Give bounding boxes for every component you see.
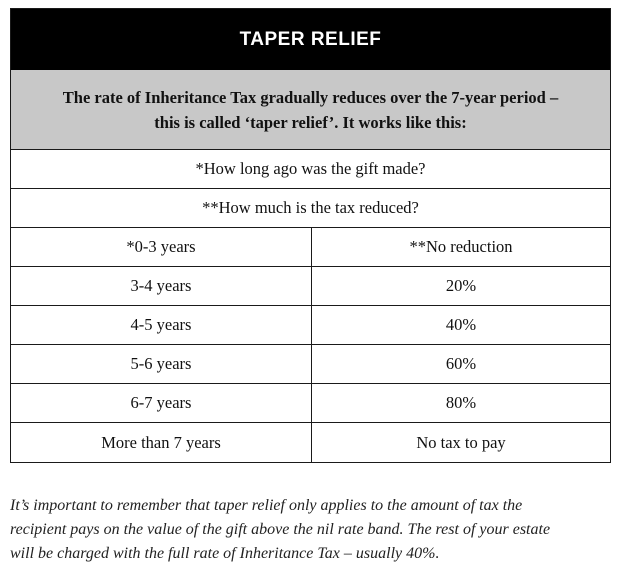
footnote-line: will be charged with the full rate of In… <box>10 545 440 562</box>
table-row: 3-4 years 20% <box>11 267 610 306</box>
reduction-cell: 80% <box>445 393 477 412</box>
intro-line: this is called ‘taper relief’. It works … <box>154 112 467 132</box>
intro-line: The rate of Inheritance Tax gradually re… <box>62 87 559 107</box>
reduction-cell: 20% <box>445 276 477 295</box>
reduction-cell: **No reduction <box>409 237 513 256</box>
period-cell: More than 7 years <box>11 423 312 462</box>
reduction-cell: 60% <box>445 354 477 373</box>
table-intro: The rate of Inheritance Tax gradually re… <box>11 70 610 150</box>
period-cell: 5-6 years <box>11 345 312 383</box>
table-row: 5-6 years 60% <box>11 345 610 384</box>
table-row: More than 7 years No tax to pay <box>11 423 610 462</box>
reduction-cell: 40% <box>445 315 477 334</box>
footnote-line: It’s important to remember that taper re… <box>10 497 523 514</box>
question-row-tax-reduction: **How much is the tax reduced? <box>11 189 610 228</box>
footnote-paragraph: It’s important to remember that taper re… <box>10 494 615 566</box>
question-row-gift-timing: *How long ago was the gift made? <box>11 150 610 189</box>
footnote-line: recipient pays on the value of the gift … <box>10 521 551 538</box>
period-cell: *0-3 years <box>11 228 312 266</box>
period-cell: 4-5 years <box>11 306 312 344</box>
taper-relief-table: TAPER RELIEF The rate of Inheritance Tax… <box>10 8 611 463</box>
table-row: 4-5 years 40% <box>11 306 610 345</box>
table-title: TAPER RELIEF <box>11 9 610 70</box>
table-row: 6-7 years 80% <box>11 384 610 423</box>
reduction-cell: No tax to pay <box>416 432 506 452</box>
period-cell: 6-7 years <box>11 384 312 422</box>
period-cell: 3-4 years <box>11 267 312 305</box>
table-row: *0-3 years **No reduction <box>11 228 610 267</box>
